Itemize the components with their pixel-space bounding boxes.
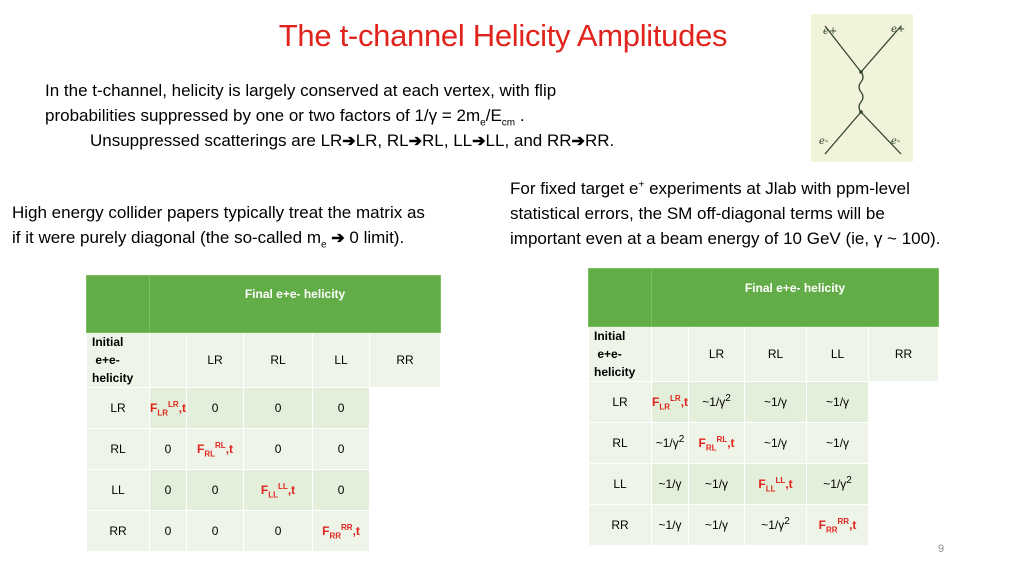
amplitude-cell: FRLRL,t: [688, 422, 746, 464]
label-e-minus: e-: [819, 136, 829, 147]
amplitude-cell: FRRRR,t: [312, 510, 371, 552]
amplitude-cell: FRRRR,t: [806, 504, 870, 546]
fermion-line: [860, 111, 902, 155]
suppression-cell: ~1/γ: [650, 463, 690, 505]
table-corner: [86, 275, 150, 333]
table-header: Final e+e- helicity: [244, 287, 346, 301]
table-cell: 0: [186, 469, 245, 511]
table-cell: 0: [148, 469, 188, 511]
intro-line-3: Unsuppressed scatterings are LR➔LR, RL➔R…: [90, 131, 615, 150]
row-label: RL: [86, 428, 150, 470]
vertex: [859, 110, 863, 114]
row-label: LL: [86, 469, 150, 511]
table-row: LR FLRLR,t 0 0 0: [86, 387, 441, 429]
row-label: RR: [86, 510, 150, 552]
suppression-cell: ~1/γ2: [806, 463, 870, 505]
suppression-cell: ~1/γ: [744, 381, 808, 423]
feynman-diagram: e+ e+ e- e-: [811, 14, 913, 162]
table-cell: 0: [148, 510, 188, 552]
label-e-plus: e+: [891, 24, 905, 35]
table-header: Final e+e- helicity: [744, 280, 846, 295]
table-cell: 0: [312, 387, 371, 429]
table-cell: 0: [312, 469, 371, 511]
amplitude-cell: FLLLL,t: [744, 463, 808, 505]
arrow-icon: ➔: [342, 133, 356, 150]
row-header-initial: Initial e+e-helicity: [86, 332, 150, 388]
fermion-line: [824, 25, 862, 73]
arrow-icon: ➔: [472, 133, 486, 150]
table-cell: 0: [148, 428, 188, 470]
suppression-cell: ~1/γ: [806, 422, 870, 464]
row-label: LL: [588, 463, 652, 505]
diagonal-amplitude-table: Final e+e- helicity Initial e+e-helicity…: [86, 275, 442, 552]
page-number: 9: [938, 543, 945, 555]
table-row: RL ~1/γ2 FRLRL,t ~1/γ ~1/γ: [588, 422, 939, 464]
column-header: RL: [243, 332, 314, 388]
suppression-cell: ~1/γ: [806, 381, 870, 423]
row-label: RL: [588, 422, 652, 464]
suppression-cell: ~1/γ2: [744, 504, 808, 546]
table-row: RL 0 FRLRL,t 0 0: [86, 428, 441, 470]
vertex: [859, 70, 863, 74]
column-header: RL: [744, 326, 808, 382]
table-cell: 0: [186, 387, 245, 429]
row-label: LR: [86, 387, 150, 429]
suppression-cell: ~1/γ: [650, 504, 690, 546]
amplitude-cell: FLRLR,t: [650, 381, 690, 423]
label-e-plus: e+: [823, 26, 837, 37]
table-cell: 0: [312, 428, 371, 470]
amplitude-cell: FLRLR,t: [148, 387, 188, 429]
column-header: RR: [868, 326, 940, 382]
arrow-icon: ➔: [571, 133, 585, 150]
fermion-line: [860, 25, 902, 73]
collider-paragraph: High energy collider papers typically tr…: [12, 203, 425, 251]
table-cell: 0: [243, 428, 314, 470]
column-header: RR: [369, 332, 442, 388]
amplitude-cell: FLLLL,t: [243, 469, 314, 511]
fixed-target-paragraph: For fixed target e+ experiments at Jlab …: [510, 179, 941, 248]
table-row: LL ~1/γ ~1/γ FLLLL,t ~1/γ2: [588, 463, 939, 505]
diagram-background: [811, 14, 913, 162]
suppression-cell: ~1/γ2: [650, 422, 690, 464]
row-label: LR: [588, 381, 652, 423]
fermion-line: [824, 111, 862, 155]
suppression-cell: ~1/γ2: [688, 381, 746, 423]
intro-line-1: In the t-channel, helicity is largely co…: [45, 81, 557, 100]
row-label: RR: [588, 504, 652, 546]
suppression-cell: ~1/γ: [744, 422, 808, 464]
table-corner: [588, 268, 652, 327]
arrow-icon: ➔: [408, 133, 423, 150]
intro-line-2: probabilities suppressed by one or two f…: [45, 106, 525, 129]
column-header: LL: [312, 332, 371, 388]
table-row: LL 0 0 FLLLL,t 0: [86, 469, 441, 511]
slide-title: The t-channel Helicity Amplitudes: [278, 18, 728, 53]
table-row: LR FLRLR,t ~1/γ2 ~1/γ ~1/γ: [588, 381, 939, 423]
row-header-initial: Initial e+e-helicity: [588, 326, 652, 382]
suppression-cell: ~1/γ: [688, 463, 746, 505]
table-row: RR 0 0 0 FRRRR,t: [86, 510, 441, 552]
intro-text: In the t-channel, helicity is largely co…: [45, 78, 614, 154]
table-cell: 0: [243, 387, 314, 429]
table-row: RR ~1/γ ~1/γ ~1/γ2 FRRRR,t: [588, 504, 939, 546]
arrow-icon: ➔: [331, 230, 345, 247]
amplitude-cell: FRLRL,t: [186, 428, 245, 470]
column-header: LR: [186, 332, 245, 388]
photon-line: [858, 71, 864, 113]
table-cell: 0: [243, 510, 314, 552]
label-e-minus: e-: [891, 136, 901, 147]
column-header: LL: [806, 326, 870, 382]
suppression-cell: ~1/γ: [688, 504, 746, 546]
column-header: LR: [688, 326, 746, 382]
offdiagonal-amplitude-table: Final e+e- helicity Initial e+e-helicity…: [588, 268, 940, 546]
table-cell: 0: [186, 510, 245, 552]
